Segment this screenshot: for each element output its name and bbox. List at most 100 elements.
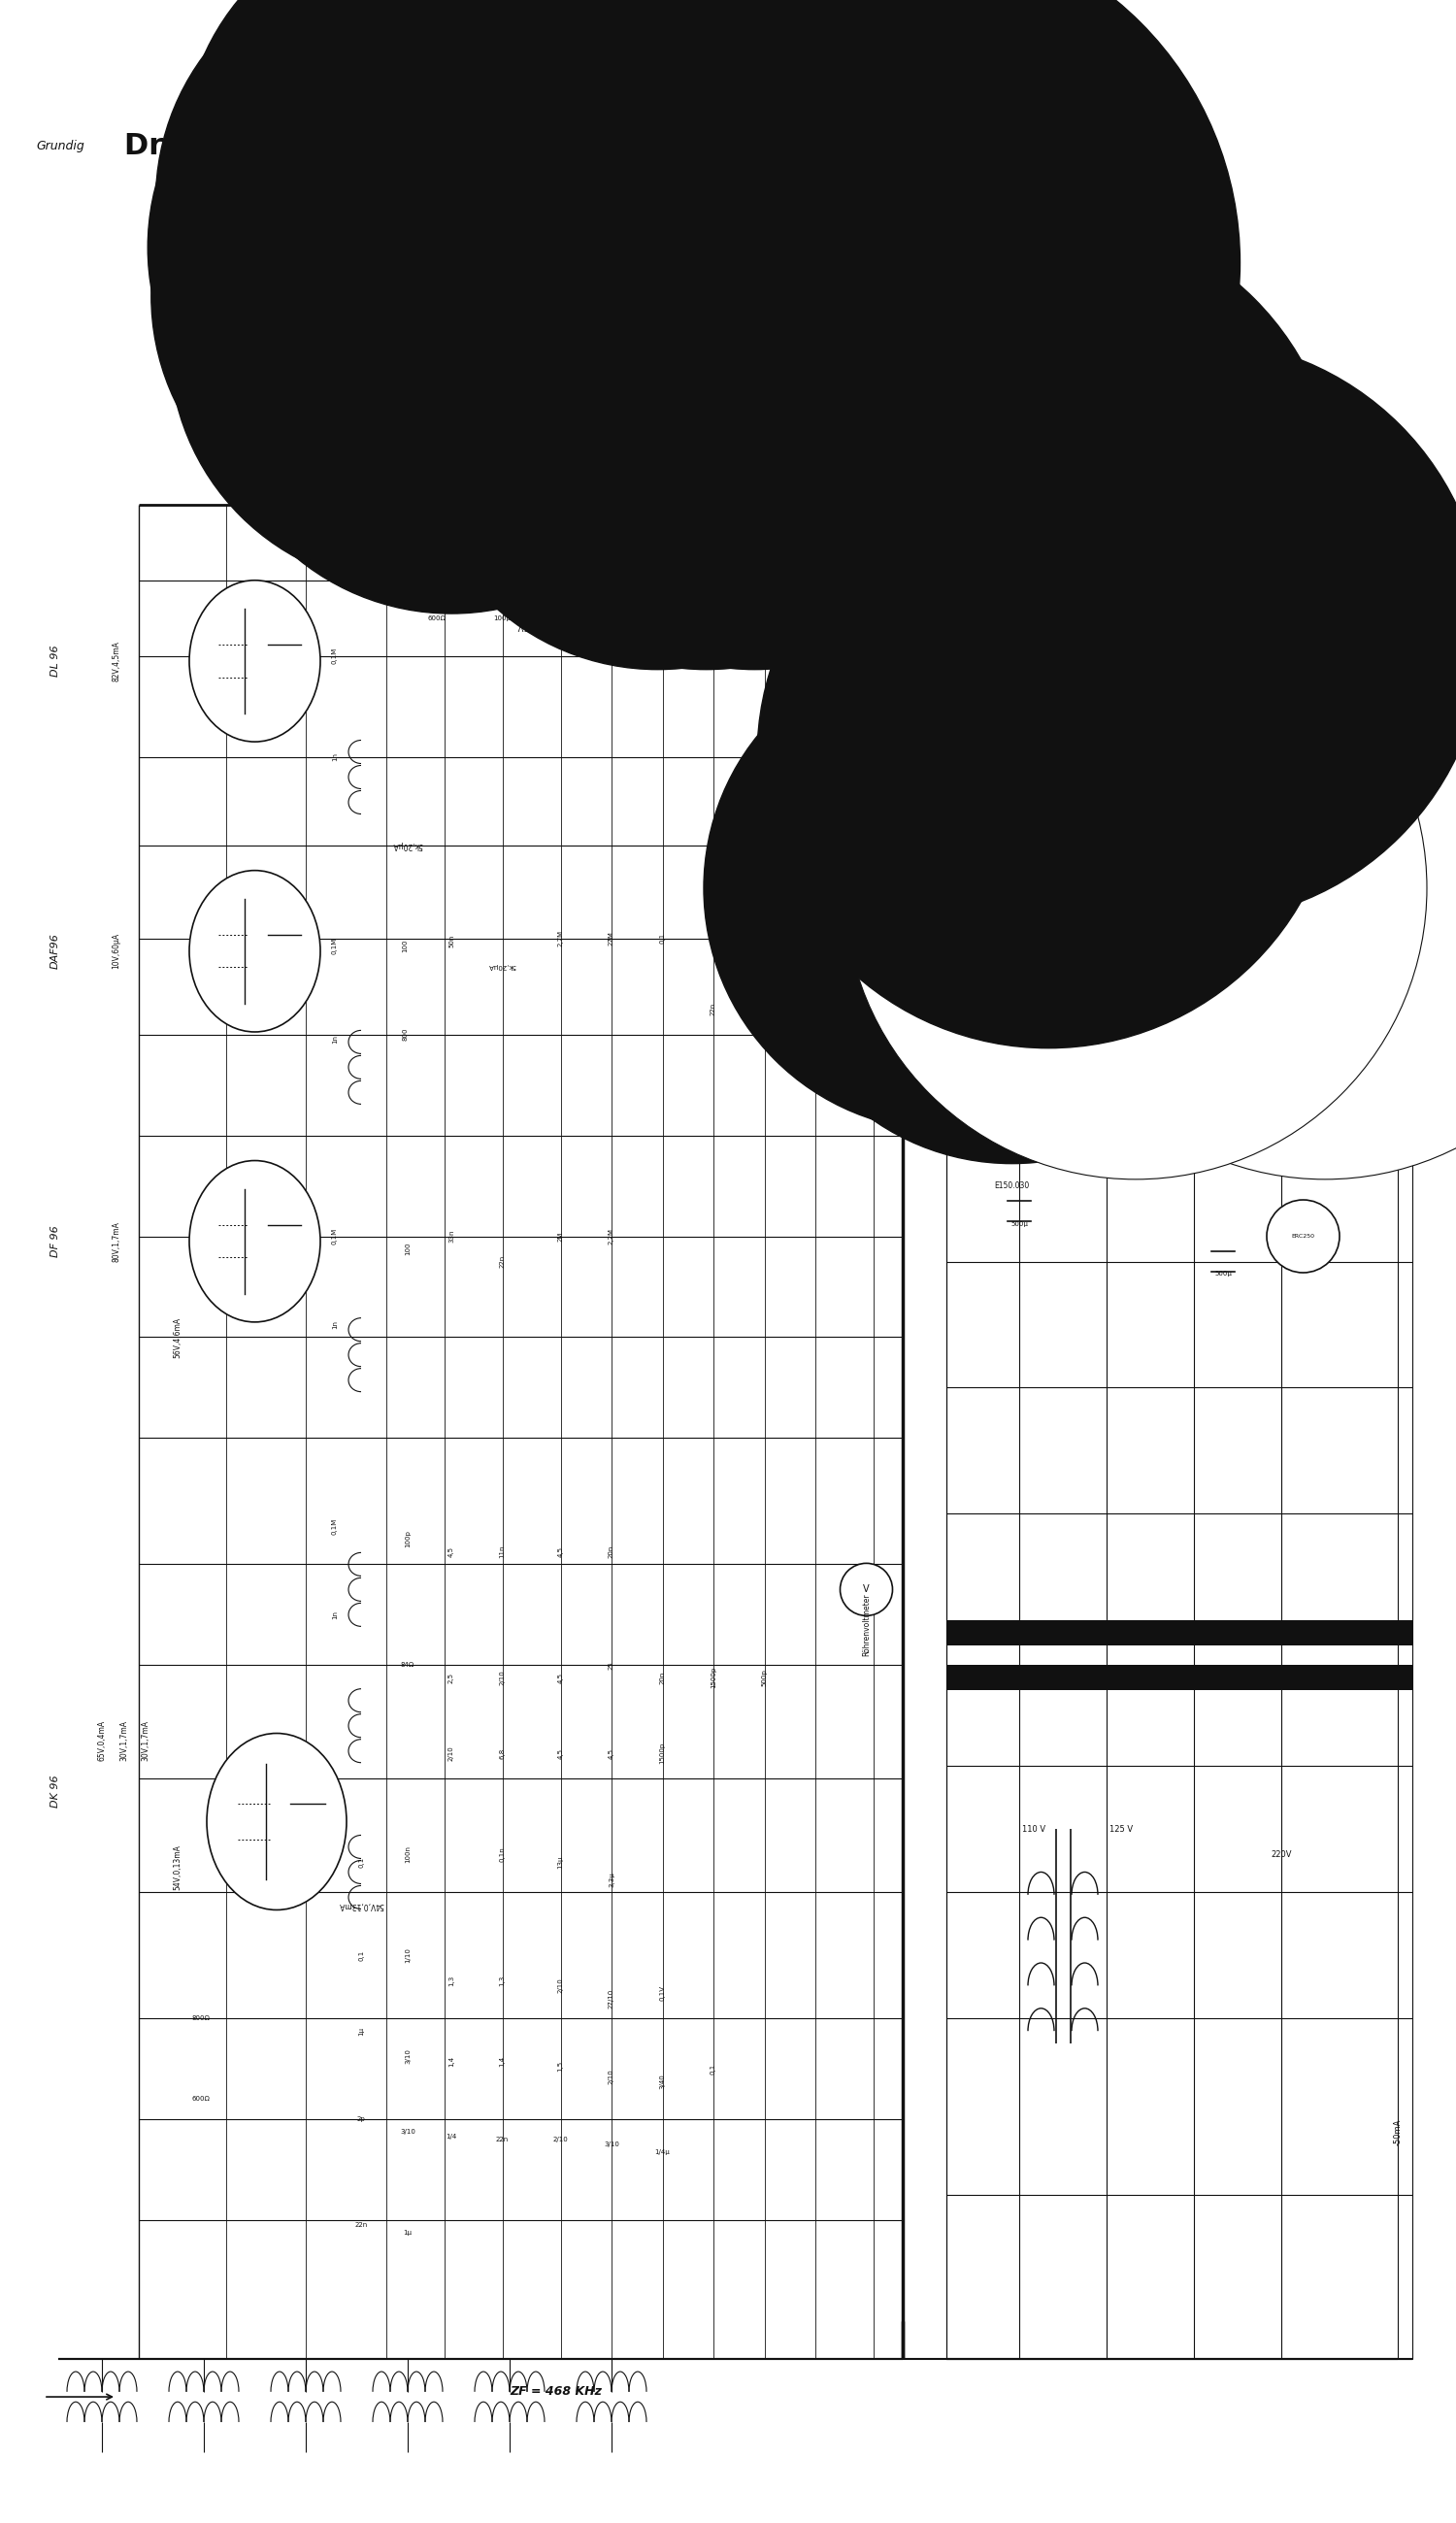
Circle shape <box>266 0 751 462</box>
Text: 1,4: 1,4 <box>448 2056 454 2066</box>
Circle shape <box>513 0 1191 603</box>
Circle shape <box>609 76 1095 560</box>
Circle shape <box>1034 598 1456 1178</box>
Text: 82V,4,5mA: 82V,4,5mA <box>112 641 121 681</box>
Text: 100n: 100n <box>405 1847 411 1862</box>
Circle shape <box>463 184 949 669</box>
Circle shape <box>757 467 1340 1047</box>
Text: 16µ: 16µ <box>1016 1032 1022 1047</box>
Text: DK 96: DK 96 <box>51 1776 60 1806</box>
Text: 1/4µ: 1/4µ <box>655 2150 670 2155</box>
Circle shape <box>840 1564 893 1615</box>
Circle shape <box>415 0 1095 603</box>
Text: 0,1µ: 0,1µ <box>932 535 941 550</box>
Text: 6: 6 <box>371 255 374 260</box>
Bar <box>233 310 306 341</box>
Text: DEAE: DEAE <box>1206 1110 1226 1120</box>
Text: 3/40: 3/40 <box>660 2074 665 2089</box>
Text: 2/10: 2/10 <box>558 1978 563 1993</box>
Text: 3: 3 <box>801 469 805 477</box>
Text: E150.030: E150.030 <box>994 1181 1029 1191</box>
Text: 10V,60µA: 10V,60µA <box>112 934 121 969</box>
Text: A-Ausschalter: A-Ausschalter <box>1277 833 1329 843</box>
Text: 900 V: 900 V <box>964 467 973 492</box>
Circle shape <box>463 20 949 505</box>
Text: 100p: 100p <box>405 1531 411 1547</box>
Text: 48mA: 48mA <box>499 575 520 585</box>
Text: 3/10: 3/10 <box>405 2049 411 2064</box>
Text: 6,8: 6,8 <box>499 1748 505 1759</box>
Text: 1,5: 1,5 <box>558 2061 563 2071</box>
Text: 800Ω: 800Ω <box>192 2016 210 2021</box>
Text: 2,5: 2,5 <box>448 1673 454 1683</box>
Text: Grundig: Grundig <box>36 139 84 154</box>
Text: von hinten gesehen
gezeichnete Schalterstellung
im Drucktastensatz: MW: von hinten gesehen gezeichnete Schalters… <box>946 227 1054 255</box>
Text: 500p: 500p <box>761 1670 767 1685</box>
Text: 4: 4 <box>422 119 427 124</box>
Circle shape <box>463 0 1143 603</box>
Text: 7: 7 <box>384 338 389 343</box>
Circle shape <box>658 0 1143 452</box>
Text: 0,1M: 0,1M <box>332 939 338 954</box>
Text: 1: 1 <box>527 280 530 285</box>
Text: 85,93mA: 85,93mA <box>1000 908 1038 918</box>
Text: 54V,0,13mA: 54V,0,13mA <box>338 1900 384 1910</box>
Text: Stützpunkt: Stützpunkt <box>852 0 903 149</box>
Circle shape <box>513 0 997 396</box>
Circle shape <box>658 20 1143 505</box>
Text: 84Ω: 84Ω <box>400 1663 415 1668</box>
Circle shape <box>561 0 1045 452</box>
Circle shape <box>463 129 949 616</box>
Circle shape <box>151 53 636 540</box>
Circle shape <box>609 129 1095 616</box>
Circle shape <box>463 0 949 396</box>
Text: 22n: 22n <box>711 1002 716 1017</box>
Text: 2p: 2p <box>357 2117 365 2122</box>
Circle shape <box>798 305 1284 790</box>
Text: DL 96: DL 96 <box>51 646 60 676</box>
Text: 20n: 20n <box>660 1670 665 1685</box>
Circle shape <box>863 646 1350 1130</box>
Text: DAF96: DAF96 <box>51 934 60 969</box>
Circle shape <box>248 101 734 588</box>
Text: Ein-
Aus: Ein- Aus <box>598 146 610 159</box>
Text: 27/10: 27/10 <box>609 1988 614 2008</box>
Circle shape <box>703 646 1190 1130</box>
Text: Drucktastenboy 57: Drucktastenboy 57 <box>124 131 440 161</box>
Text: 1,4: 1,4 <box>499 2056 505 2066</box>
Circle shape <box>367 0 1045 603</box>
Text: Beispiel: 3,6: Beispiel: 3,6 <box>754 0 801 204</box>
Text: 4,5: 4,5 <box>558 1748 563 1759</box>
Polygon shape <box>237 247 301 310</box>
Text: 110 V: 110 V <box>1022 1824 1045 1834</box>
Text: 1500p: 1500p <box>660 1743 665 1764</box>
Circle shape <box>658 76 1143 560</box>
Text: L-Ladeschalter: L-Ladeschalter <box>1275 858 1331 868</box>
Circle shape <box>769 679 1255 1163</box>
Text: 1500p: 1500p <box>711 1668 716 1688</box>
Circle shape <box>561 76 1045 560</box>
Text: 0: 0 <box>655 469 660 477</box>
Text: 0,1n: 0,1n <box>499 1847 505 1862</box>
Text: LW: LW <box>600 204 609 212</box>
Text: 16µ: 16µ <box>949 535 958 550</box>
Text: 3,3µ: 3,3µ <box>609 1872 614 1887</box>
Text: MW: MW <box>598 260 610 265</box>
Text: 500µ: 500µ <box>1214 1272 1232 1277</box>
Text: 20n: 20n <box>609 1544 614 1559</box>
Text: 100: 100 <box>402 939 408 954</box>
Text: 4,5: 4,5 <box>558 1673 563 1683</box>
Circle shape <box>757 214 1340 795</box>
Text: 95V: 95V <box>546 525 561 535</box>
Circle shape <box>844 598 1427 1178</box>
Bar <box>233 346 306 361</box>
Text: 0,1M: 0,1M <box>332 1519 338 1534</box>
Text: 56V,4,6mA: 56V,4,6mA <box>173 1317 182 1357</box>
Text: 95V: 95V <box>808 525 823 535</box>
Text: 220V: 220V <box>1271 1849 1291 1859</box>
Text: 80V,1,7mA: 80V,1,7mA <box>112 1221 121 1262</box>
Text: 3/10: 3/10 <box>604 2142 619 2147</box>
Text: DF 96: DF 96 <box>51 1226 60 1256</box>
Text: 1/10: 1/10 <box>405 1948 411 1963</box>
Text: 3/10: 3/10 <box>400 2129 415 2134</box>
